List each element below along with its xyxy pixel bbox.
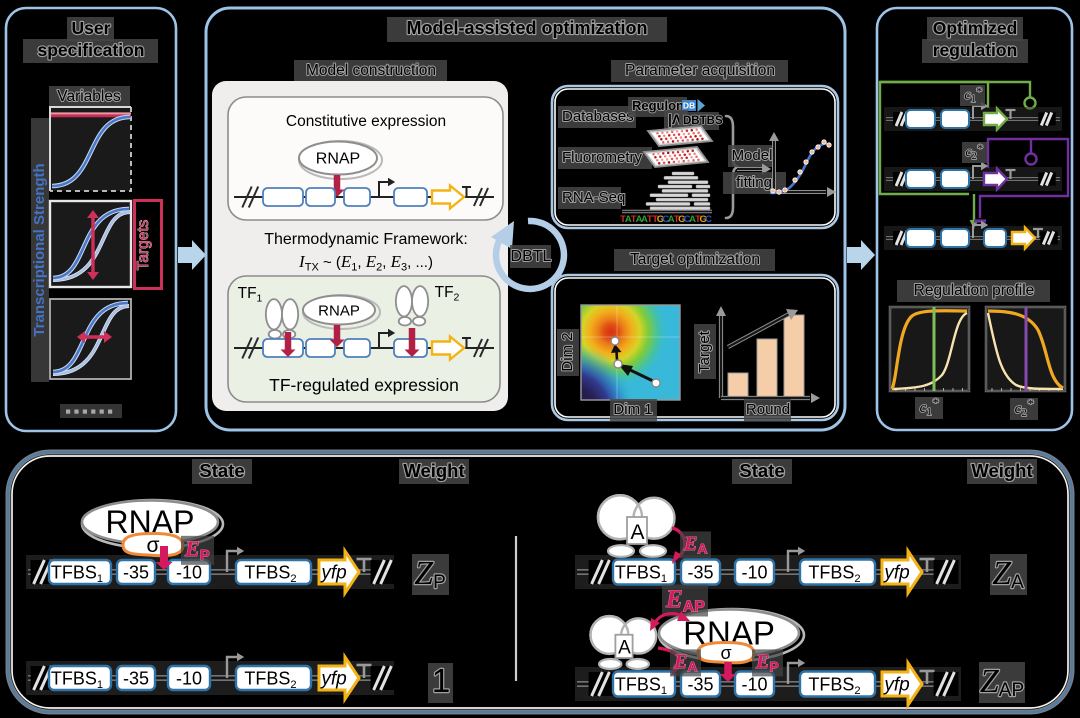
svg-text:C: C — [662, 214, 669, 225]
svg-text:TFBS2: TFBS2 — [808, 562, 860, 585]
svg-text:ZP: ZP — [414, 555, 446, 593]
svg-text:RNA-Seq: RNA-Seq — [562, 189, 625, 206]
svg-text:yfp: yfp — [319, 562, 346, 583]
svg-text:G: G — [657, 214, 664, 225]
svg-text:Transcriptional Strength: Transcriptional Strength — [31, 163, 48, 336]
svg-text:Variables: Variables — [57, 88, 121, 105]
svg-text:T: T — [647, 214, 653, 225]
svg-text:Dim 2: Dim 2 — [559, 332, 576, 371]
svg-text:TF1: TF1 — [238, 285, 263, 305]
svg-text:Target optimization: Target optimization — [630, 251, 760, 268]
svg-text:T: T — [695, 214, 701, 225]
svg-text:fitting: fitting — [736, 174, 772, 191]
svg-text:User: User — [72, 18, 111, 38]
svg-text:DBTBS: DBTBS — [683, 115, 723, 127]
svg-text:Regulon: Regulon — [632, 98, 684, 113]
svg-text:EA: EA — [683, 533, 707, 557]
svg-text:σ: σ — [147, 534, 160, 557]
svg-text:DBTL: DBTL — [511, 248, 552, 265]
svg-text:State: State — [739, 460, 784, 481]
svg-text:ITX ~ (E1, E2, E3, ...): ITX ~ (E1, E2, E3, ...) — [298, 252, 433, 274]
svg-text:Weight: Weight — [403, 460, 464, 481]
svg-text:EA: EA — [673, 651, 697, 675]
svg-text:|Λ: |Λ — [668, 111, 682, 127]
svg-text:Dim 1: Dim 1 — [613, 401, 652, 418]
svg-text:RNAP: RNAP — [316, 151, 360, 168]
svg-text:A: A — [689, 214, 696, 225]
svg-text:-35: -35 — [123, 562, 149, 582]
svg-text:σ: σ — [720, 643, 731, 663]
svg-text:-10: -10 — [176, 668, 202, 688]
svg-text:-10: -10 — [741, 674, 767, 694]
svg-text:Model: Model — [732, 147, 773, 164]
svg-text:Model-assisted optimization: Model-assisted optimization — [406, 18, 647, 38]
svg-text:T: T — [620, 214, 626, 225]
svg-text:-35: -35 — [687, 562, 713, 582]
svg-text:G: G — [700, 214, 707, 225]
svg-text:Weight: Weight — [971, 460, 1032, 481]
svg-text:Thermodynamic Framework:: Thermodynamic Framework: — [264, 231, 468, 248]
svg-text:-35: -35 — [687, 674, 713, 694]
svg-text:Optimized: Optimized — [933, 18, 1018, 38]
svg-text:Constitutive expression: Constitutive expression — [286, 113, 446, 130]
svg-text:T: T — [631, 214, 637, 225]
svg-text:yfp: yfp — [882, 674, 909, 695]
svg-text:1: 1 — [432, 662, 450, 699]
svg-text:yfp: yfp — [319, 668, 346, 689]
svg-text:specification: specification — [38, 40, 145, 60]
svg-text:-10: -10 — [741, 562, 767, 582]
svg-text:TFBS1: TFBS1 — [51, 668, 103, 691]
svg-text:-10: -10 — [176, 562, 202, 582]
svg-text:Regulation profile: Regulation profile — [914, 282, 1035, 299]
svg-text:Target: Target — [696, 330, 713, 373]
svg-text:A: A — [641, 214, 648, 225]
svg-text:TF2: TF2 — [435, 284, 460, 304]
svg-text:Targets: Targets — [135, 219, 152, 270]
svg-text:TFBS2: TFBS2 — [244, 562, 296, 585]
svg-text:T: T — [674, 214, 680, 225]
svg-text:State: State — [199, 460, 244, 481]
svg-text:RNAP: RNAP — [318, 302, 360, 319]
svg-text:T: T — [652, 214, 658, 225]
svg-text:A: A — [668, 214, 675, 225]
svg-text:Parameter acquisition: Parameter acquisition — [625, 62, 775, 79]
svg-text:C: C — [705, 214, 712, 225]
svg-text:-35: -35 — [123, 668, 149, 688]
svg-text:A: A — [636, 214, 643, 225]
svg-text:TFBS2: TFBS2 — [808, 674, 860, 697]
svg-text:A: A — [618, 638, 631, 659]
svg-text:G: G — [678, 214, 685, 225]
svg-text:TFBS1: TFBS1 — [615, 674, 667, 697]
svg-text:TFBS1: TFBS1 — [51, 562, 103, 585]
svg-text:TF-regulated expression: TF-regulated expression — [269, 375, 459, 395]
svg-text:Model construction: Model construction — [306, 62, 436, 79]
svg-text:TFBS2: TFBS2 — [244, 668, 296, 691]
svg-text:regulation: regulation — [933, 40, 1018, 60]
svg-text:DB: DB — [683, 101, 695, 111]
svg-text:Fluorometry: Fluorometry — [562, 149, 643, 166]
svg-text:A: A — [625, 214, 632, 225]
svg-text:C: C — [684, 214, 691, 225]
svg-text:A: A — [630, 521, 644, 544]
svg-text:Databases: Databases — [562, 108, 634, 125]
svg-text:Round: Round — [746, 401, 790, 418]
svg-text:TFBS1: TFBS1 — [615, 562, 667, 585]
svg-text:yfp: yfp — [882, 562, 909, 583]
